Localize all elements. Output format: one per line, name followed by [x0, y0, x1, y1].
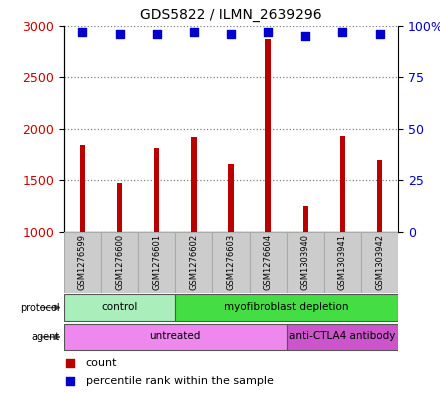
Bar: [175, 294, 398, 321]
Bar: [64, 294, 175, 321]
Point: [376, 31, 383, 37]
Point: [67, 378, 74, 384]
Point: [191, 29, 198, 35]
Bar: [80, 145, 85, 232]
Point: [79, 29, 86, 35]
Point: [116, 31, 123, 37]
Bar: [175, 232, 213, 293]
Bar: [361, 232, 398, 293]
Text: anti-CTLA4 antibody: anti-CTLA4 antibody: [289, 331, 396, 342]
Point: [339, 29, 346, 35]
Title: GDS5822 / ILMN_2639296: GDS5822 / ILMN_2639296: [140, 8, 322, 22]
Text: GSM1276604: GSM1276604: [264, 234, 273, 290]
Text: GSM1303940: GSM1303940: [301, 234, 310, 290]
Text: count: count: [85, 358, 117, 368]
Text: GSM1303942: GSM1303942: [375, 234, 384, 290]
Bar: [303, 206, 308, 232]
Bar: [324, 232, 361, 293]
Text: percentile rank within the sample: percentile rank within the sample: [85, 376, 273, 386]
Point: [67, 360, 74, 366]
Text: protocol: protocol: [20, 303, 59, 312]
Bar: [213, 232, 249, 293]
Bar: [265, 39, 271, 232]
Text: GSM1276601: GSM1276601: [152, 234, 161, 290]
Text: agent: agent: [31, 332, 59, 342]
Bar: [191, 137, 197, 232]
Point: [153, 31, 160, 37]
Bar: [138, 232, 175, 293]
Bar: [377, 160, 382, 232]
Text: GSM1276603: GSM1276603: [227, 234, 235, 290]
Point: [227, 31, 235, 37]
Text: control: control: [101, 302, 138, 312]
Bar: [287, 232, 324, 293]
Text: GSM1276602: GSM1276602: [189, 234, 198, 290]
Bar: [287, 324, 398, 350]
Bar: [154, 148, 159, 232]
Bar: [117, 184, 122, 232]
Bar: [228, 164, 234, 232]
Point: [264, 29, 271, 35]
Text: GSM1303941: GSM1303941: [338, 234, 347, 290]
Bar: [340, 136, 345, 232]
Text: GSM1276600: GSM1276600: [115, 234, 124, 290]
Bar: [249, 232, 287, 293]
Point: [302, 33, 309, 39]
Text: GSM1276599: GSM1276599: [78, 234, 87, 290]
Text: untreated: untreated: [150, 331, 201, 342]
Bar: [64, 232, 101, 293]
Bar: [64, 324, 287, 350]
Text: myofibroblast depletion: myofibroblast depletion: [224, 302, 349, 312]
Bar: [101, 232, 138, 293]
